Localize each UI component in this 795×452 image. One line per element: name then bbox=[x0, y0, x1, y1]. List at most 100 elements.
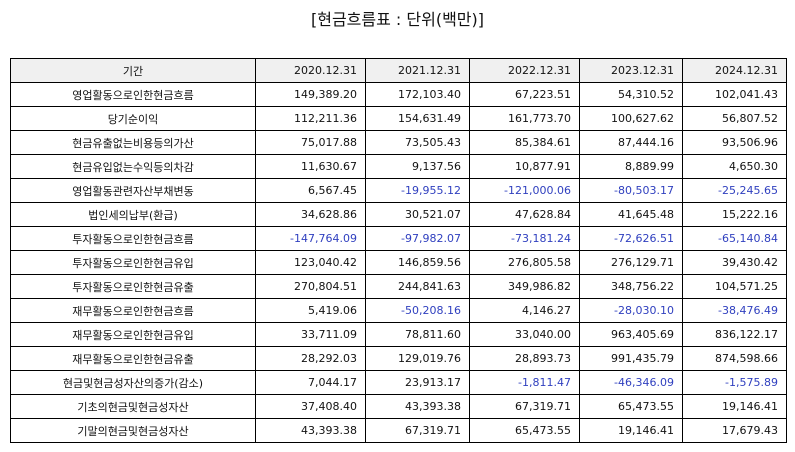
value-cell: 30,521.07 bbox=[365, 202, 470, 227]
header-period-2023: 2023.12.31 bbox=[579, 58, 683, 83]
value-cell: 244,841.63 bbox=[365, 274, 470, 299]
table-row: 재무활동으로인한현금유출 28,292.03 129,019.76 28,893.73… bbox=[10, 346, 787, 371]
row-label: 현금유입없는수익등의차감 bbox=[10, 154, 256, 179]
value-cell: 43,393.38 bbox=[255, 418, 366, 443]
value-cell: 87,444.16 bbox=[579, 130, 683, 155]
row-label: 재무활동으로인한현금유입 bbox=[10, 322, 256, 347]
row-label: 법인세의납부(환급) bbox=[10, 202, 256, 227]
value-cell: 836,122.17 bbox=[682, 322, 787, 347]
value-cell: 43,393.38 bbox=[365, 394, 470, 419]
header-period-label: 기간 bbox=[10, 58, 256, 83]
value-cell: 146,859.56 bbox=[365, 250, 470, 275]
value-cell: 75,017.88 bbox=[255, 130, 366, 155]
value-cell: 4,146.27 bbox=[469, 298, 580, 323]
value-cell: 349,986.82 bbox=[469, 274, 580, 299]
value-cell: 104,571.25 bbox=[682, 274, 787, 299]
row-label: 투자활동으로인한현금유입 bbox=[10, 250, 256, 275]
value-cell: -28,030.10 bbox=[579, 298, 683, 323]
value-cell: 41,645.48 bbox=[579, 202, 683, 227]
value-cell: 112,211.36 bbox=[255, 106, 366, 131]
row-label: 현금유출없는비용등의가산 bbox=[10, 130, 256, 155]
value-cell: 963,405.69 bbox=[579, 322, 683, 347]
value-cell: 54,310.52 bbox=[579, 82, 683, 107]
value-cell: 17,679.43 bbox=[682, 418, 787, 443]
table-row: 기초의현금및현금성자산 37,408.40 43,393.38 67,319.71 65… bbox=[10, 394, 787, 419]
value-cell: -25,245.65 bbox=[682, 178, 787, 203]
table-row: 현금유출없는비용등의가산 75,017.88 73,505.43 85,384.61 8… bbox=[10, 130, 787, 155]
value-cell: 28,292.03 bbox=[255, 346, 366, 371]
table-header-row: 기간 2020.12.31 2021.12.31 2022.12.31 2023… bbox=[10, 58, 787, 83]
value-cell: 270,804.51 bbox=[255, 274, 366, 299]
value-cell: 34,628.86 bbox=[255, 202, 366, 227]
value-cell: -65,140.84 bbox=[682, 226, 787, 251]
header-period-2022: 2022.12.31 bbox=[469, 58, 580, 83]
value-cell: 28,893.73 bbox=[469, 346, 580, 371]
row-label: 투자활동으로인한현금유출 bbox=[10, 274, 256, 299]
table-row: 현금유입없는수익등의차감 11,630.67 9,137.56 10,877.91 8,… bbox=[10, 154, 787, 179]
value-cell: 102,041.43 bbox=[682, 82, 787, 107]
table-row: 투자활동으로인한현금유출 270,804.51 244,841.63 349,986.… bbox=[10, 274, 787, 299]
header-period-2024: 2024.12.31 bbox=[682, 58, 787, 83]
value-cell: -97,982.07 bbox=[365, 226, 470, 251]
page-title: [현금흐름표 : 단위(백만)] bbox=[310, 10, 484, 29]
value-cell: 11,630.67 bbox=[255, 154, 366, 179]
value-cell: -147,764.09 bbox=[255, 226, 366, 251]
value-cell: -50,208.16 bbox=[365, 298, 470, 323]
value-cell: 73,505.43 bbox=[365, 130, 470, 155]
value-cell: 123,040.42 bbox=[255, 250, 366, 275]
value-cell: 5,419.06 bbox=[255, 298, 366, 323]
value-cell: 78,811.60 bbox=[365, 322, 470, 347]
value-cell: -73,181.24 bbox=[469, 226, 580, 251]
value-cell: 10,877.91 bbox=[469, 154, 580, 179]
value-cell: -80,503.17 bbox=[579, 178, 683, 203]
value-cell: 19,146.41 bbox=[682, 394, 787, 419]
table-row: 투자활동으로인한현금유입 123,040.42 146,859.56 276,805.… bbox=[10, 250, 787, 275]
table-row: 기말의현금및현금성자산 43,393.38 67,319.71 65,473.55 19… bbox=[10, 418, 787, 443]
row-label: 재무활동으로인한현금흐름 bbox=[10, 298, 256, 323]
header-period-2021: 2021.12.31 bbox=[365, 58, 470, 83]
row-label: 영업활동으로인한현금흐름 bbox=[10, 82, 256, 107]
value-cell: 172,103.40 bbox=[365, 82, 470, 107]
value-cell: 276,129.71 bbox=[579, 250, 683, 275]
value-cell: -1,575.89 bbox=[682, 370, 787, 395]
value-cell: 9,137.56 bbox=[365, 154, 470, 179]
value-cell: 874,598.66 bbox=[682, 346, 787, 371]
row-label: 현금및현금성자산의증가(감소) bbox=[10, 370, 256, 395]
value-cell: 56,807.52 bbox=[682, 106, 787, 131]
value-cell: -19,955.12 bbox=[365, 178, 470, 203]
table-row: 영업활동으로인한현금흐름 149,389.20 172,103.40 67,223.5… bbox=[10, 82, 787, 107]
value-cell: 991,435.79 bbox=[579, 346, 683, 371]
value-cell: 47,628.84 bbox=[469, 202, 580, 227]
value-cell: 154,631.49 bbox=[365, 106, 470, 131]
table-row: 영업활동관련자산부채변동 6,567.45 -19,955.12 -121,000.0… bbox=[10, 178, 787, 203]
table-row: 재무활동으로인한현금흐름 5,419.06 -50,208.16 4,146.27 -2… bbox=[10, 298, 787, 323]
table-row: 당기순이익 112,211.36 154,631.49 161,773.70 100,6… bbox=[10, 106, 787, 131]
row-label: 영업활동관련자산부채변동 bbox=[10, 178, 256, 203]
value-cell: 7,044.17 bbox=[255, 370, 366, 395]
value-cell: 85,384.61 bbox=[469, 130, 580, 155]
header-period-2020: 2020.12.31 bbox=[255, 58, 366, 83]
value-cell: 37,408.40 bbox=[255, 394, 366, 419]
value-cell: 33,711.09 bbox=[255, 322, 366, 347]
value-cell: 67,319.71 bbox=[365, 418, 470, 443]
value-cell: 65,473.55 bbox=[469, 418, 580, 443]
value-cell: 276,805.58 bbox=[469, 250, 580, 275]
row-label: 당기순이익 bbox=[10, 106, 256, 131]
value-cell: 39,430.42 bbox=[682, 250, 787, 275]
value-cell: 4,650.30 bbox=[682, 154, 787, 179]
value-cell: 161,773.70 bbox=[469, 106, 580, 131]
table-row: 법인세의납부(환급) 34,628.86 30,521.07 47,628.84 41,… bbox=[10, 202, 787, 227]
value-cell: 93,506.96 bbox=[682, 130, 787, 155]
value-cell: -72,626.51 bbox=[579, 226, 683, 251]
value-cell: 19,146.41 bbox=[579, 418, 683, 443]
value-cell: -38,476.49 bbox=[682, 298, 787, 323]
value-cell: -1,811.47 bbox=[469, 370, 580, 395]
table-body: 영업활동으로인한현금흐름 149,389.20 172,103.40 67,223.5… bbox=[10, 82, 787, 443]
value-cell: 23,913.17 bbox=[365, 370, 470, 395]
value-cell: 129,019.76 bbox=[365, 346, 470, 371]
value-cell: 100,627.62 bbox=[579, 106, 683, 131]
table-row: 현금및현금성자산의증가(감소) 7,044.17 23,913.17 -1,811.4… bbox=[10, 370, 787, 395]
value-cell: -46,346.09 bbox=[579, 370, 683, 395]
row-label: 투자활동으로인한현금흐름 bbox=[10, 226, 256, 251]
